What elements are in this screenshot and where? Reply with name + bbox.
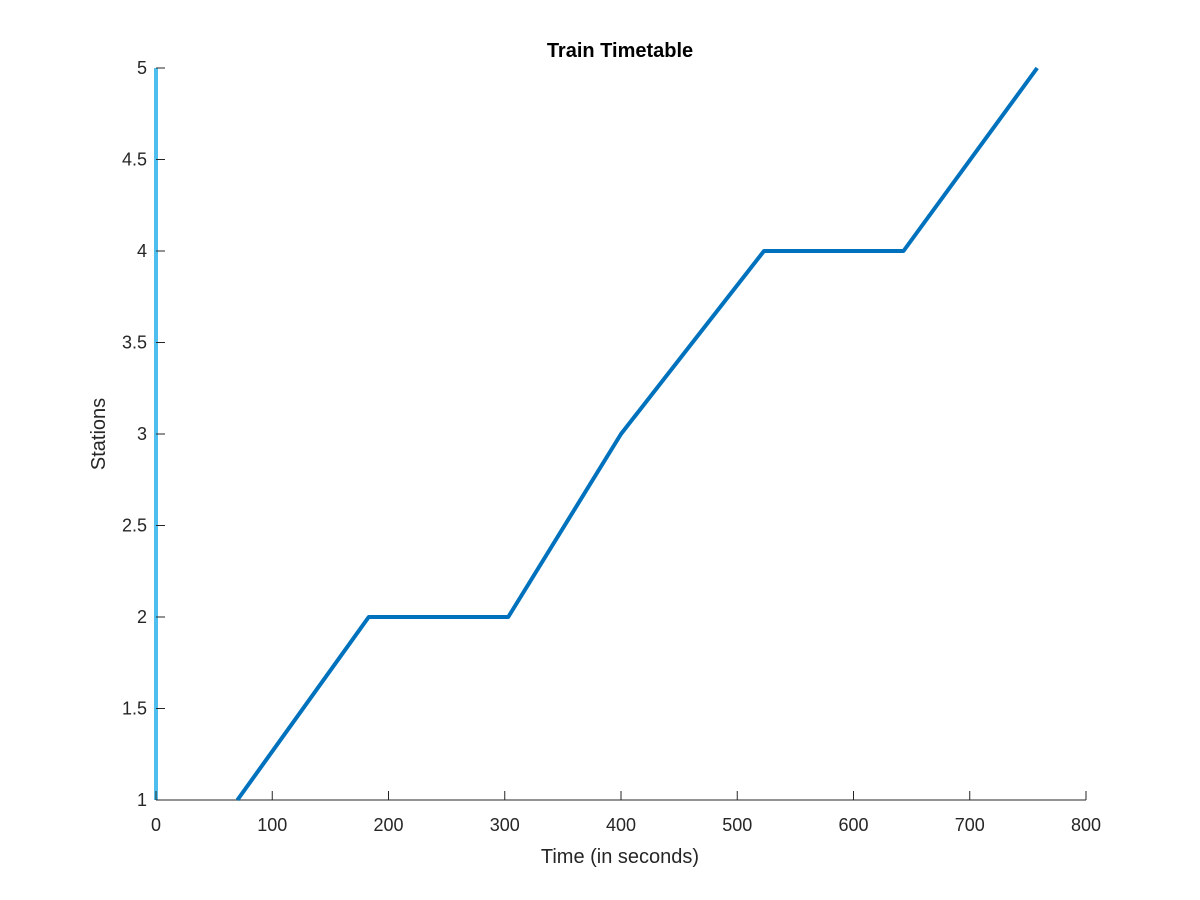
x-tick-label: 200	[373, 815, 403, 835]
y-tick-label: 2	[137, 607, 147, 627]
chart-title: Train Timetable	[547, 40, 693, 62]
series-lines	[235, 66, 1039, 802]
x-ticks: 0 100 200 300 400 500 600 700 800	[151, 791, 1101, 835]
y-tick-label: 3	[137, 424, 147, 444]
x-tick-label: 800	[1071, 815, 1101, 835]
y-tick-label: 5	[137, 58, 147, 78]
series-line	[235, 66, 1039, 802]
x-axis-label: Time (in seconds)	[541, 846, 699, 868]
y-tick-label: 1.5	[122, 699, 147, 719]
x-tick-label: 700	[955, 815, 985, 835]
y-tick-label: 4	[137, 241, 147, 261]
x-tick-label: 100	[257, 815, 287, 835]
x-tick-label: 600	[838, 815, 868, 835]
y-tick-label: 1	[137, 790, 147, 810]
y-axis-label: Stations	[88, 398, 110, 470]
y-tick-label: 4.5	[122, 150, 147, 170]
y-tick-label: 2.5	[122, 516, 147, 536]
x-tick-label: 400	[606, 815, 636, 835]
x-tick-label: 500	[722, 815, 752, 835]
y-tick-label: 3.5	[122, 333, 147, 353]
x-tick-label: 0	[151, 815, 161, 835]
y-ticks: 1 1.5 2 2.5 3 3.5 4 4.5 5	[122, 58, 165, 810]
x-tick-label: 300	[490, 815, 520, 835]
